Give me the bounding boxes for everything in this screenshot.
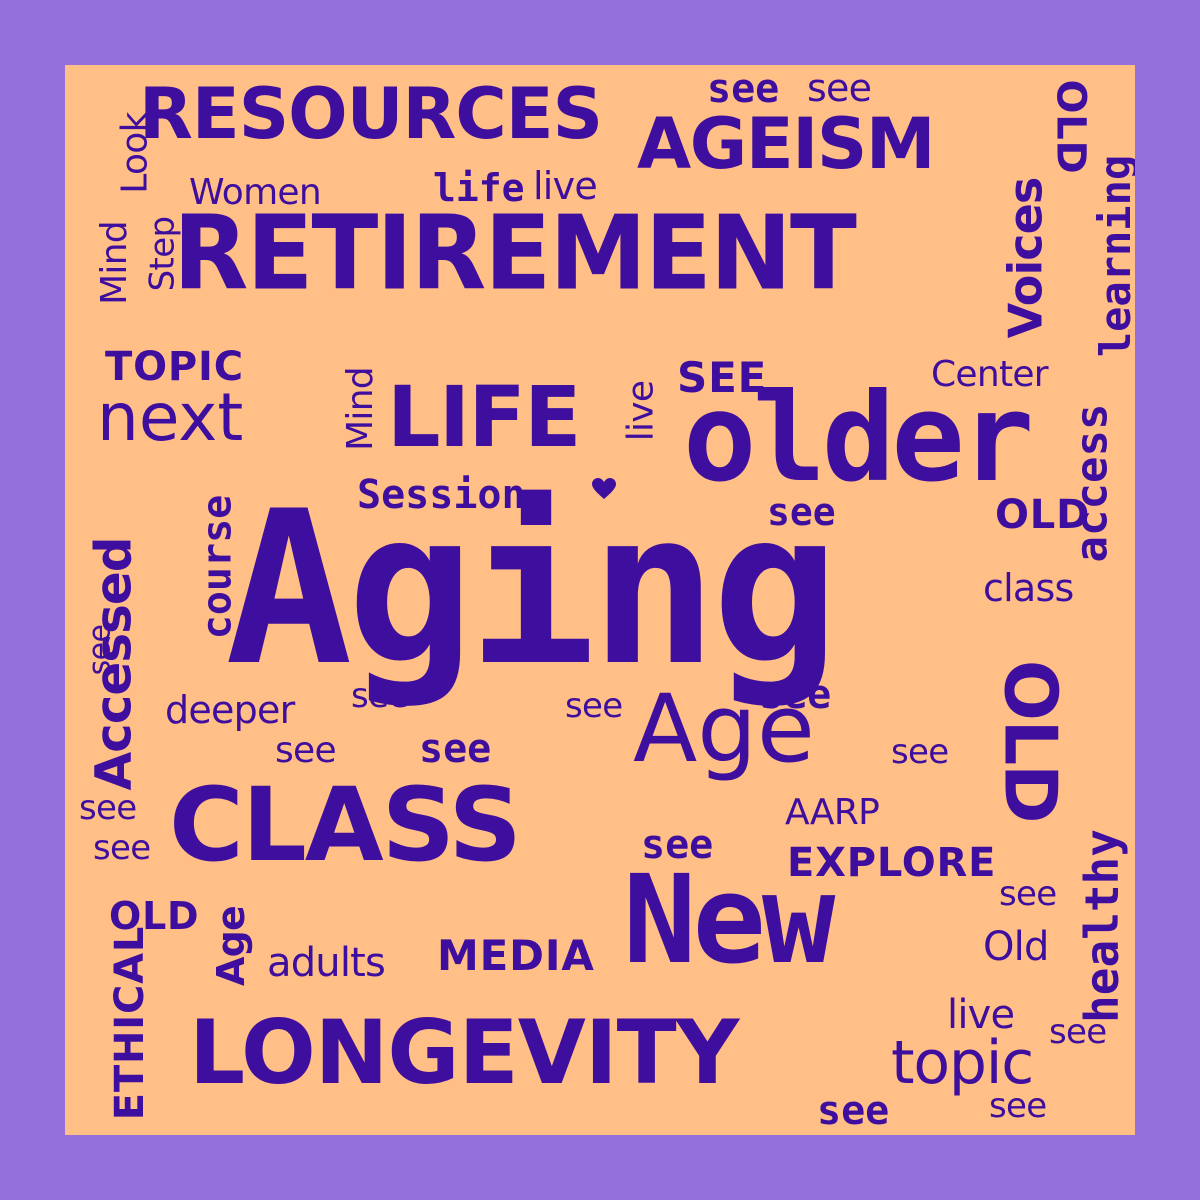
word-see-left-1: see <box>79 788 137 828</box>
word-deeper: deeper <box>165 688 295 732</box>
word-live-rot: live <box>620 380 662 442</box>
word-see-h: see <box>999 874 1057 914</box>
word-see-j: see <box>817 1088 890 1134</box>
word-see-d: see <box>275 730 337 771</box>
word-see-c: see <box>759 672 832 718</box>
word-see-i: see <box>1049 1012 1107 1052</box>
word-access: access <box>1066 403 1118 563</box>
word-mind-mid: Mind <box>339 367 381 451</box>
word-live-top: live <box>533 164 598 208</box>
word-life: life <box>433 166 525 210</box>
word-aging: Aging <box>225 465 839 712</box>
word-next: next <box>97 379 244 456</box>
word-older: older <box>683 367 1034 509</box>
word-look: Look <box>114 112 156 194</box>
word-step: Step <box>142 216 183 292</box>
word-live-bottom: live <box>947 992 1015 1038</box>
word-old-left: OLD <box>109 894 200 938</box>
word-age-large: Age <box>633 675 815 784</box>
word-mind-left: Mind <box>93 221 135 305</box>
word-see-mid: see <box>767 490 836 534</box>
word-resources: RESOURCES <box>139 73 603 155</box>
word-old-big-rot: OLD <box>988 659 1073 823</box>
word-see-f: see <box>891 732 949 772</box>
word-media: MEDIA <box>437 931 595 980</box>
word-old-mid-right: OLD <box>995 492 1091 538</box>
word-life-caps: LIFE <box>387 368 582 466</box>
word-voices: Voices <box>998 177 1053 339</box>
word-center: Center <box>931 354 1049 395</box>
word-see-left-rot: see <box>82 624 118 676</box>
word-aarp: AARP <box>785 792 880 833</box>
word-session: Session <box>357 472 526 518</box>
word-retirement: RETIREMENT <box>173 194 857 314</box>
word-see-top-2: see <box>807 66 872 110</box>
word-see-k: see <box>989 1086 1047 1126</box>
word-age-small: Age <box>209 905 254 987</box>
word-cloud-panel: Aging RETIREMENT RESOURCES AGEISM older … <box>65 65 1135 1135</box>
word-learning: learning <box>1091 154 1135 358</box>
word-ethical: ETHICAL <box>107 925 154 1121</box>
word-see-e: see <box>419 726 492 772</box>
word-class-small: class <box>983 566 1074 610</box>
word-class: CLASS <box>169 766 522 885</box>
word-new: New <box>623 849 835 991</box>
word-healthy: healthy <box>1074 829 1129 1023</box>
word-see-left-2: see <box>93 828 151 868</box>
word-women: Women <box>189 172 322 213</box>
heart-icon <box>592 478 616 499</box>
word-topic: topic <box>891 1028 1034 1098</box>
word-see-a: see <box>351 676 409 716</box>
word-adults: adults <box>267 940 386 986</box>
word-ageism: AGEISM <box>637 103 936 185</box>
word-longevity: LONGEVITY <box>189 1001 739 1104</box>
word-topic-caps: TOPIC <box>105 344 244 390</box>
word-see-b: see <box>565 686 623 726</box>
word-course: course <box>194 494 241 640</box>
word-old-small: Old <box>983 924 1049 970</box>
word-see-top-1: see <box>707 66 780 112</box>
word-explore: EXPLORE <box>787 840 997 886</box>
word-old-right-top: OLD <box>1047 79 1094 175</box>
word-see-caps: SEE <box>677 353 768 402</box>
word-see-g: see <box>641 822 714 868</box>
